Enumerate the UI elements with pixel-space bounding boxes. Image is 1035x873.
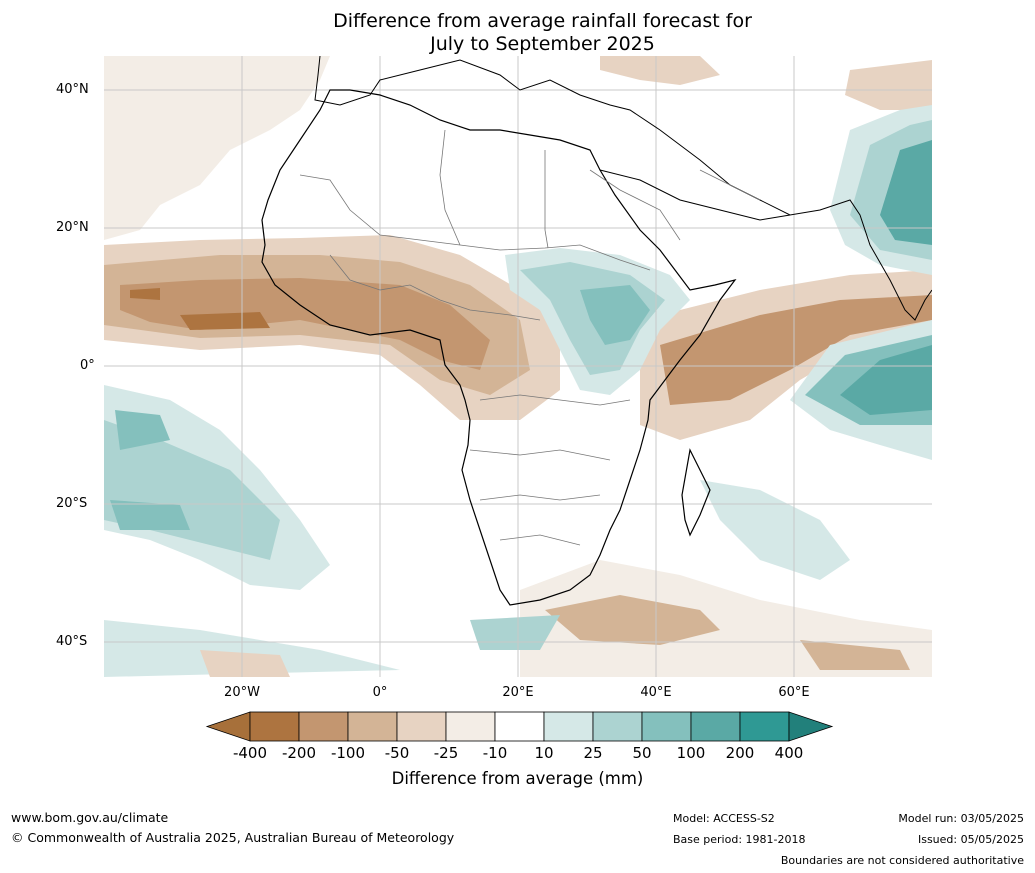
lon-label-20w: 20°W	[224, 685, 260, 700]
footer-issued: Issued: 05/05/2025	[917, 833, 1024, 846]
footer-copyright: © Commonwealth of Australia 2025, Austra…	[11, 830, 455, 845]
colorbar-bin	[298, 711, 349, 742]
anomaly-dry-faint-mediterranean	[600, 56, 720, 85]
eurasia-coastline	[314, 56, 932, 321]
anomaly-dry-sahel-core	[120, 278, 490, 370]
anomaly-dry-east-africa-core	[660, 295, 932, 405]
africa-coastline	[261, 89, 737, 606]
colorbar-bin	[347, 711, 398, 742]
footer-model: Model: ACCESS-S2	[673, 812, 775, 825]
anomaly-wet-east-africa-core	[580, 285, 650, 345]
colorbar-extend-low	[205, 711, 251, 742]
colorbar-tick-label: 100	[676, 744, 706, 762]
colorbar-extend-high	[788, 711, 834, 742]
anomaly-dry-faint-north-atlantic	[104, 56, 330, 240]
colorbar-bin	[494, 711, 545, 742]
colorbar-bin	[690, 711, 741, 742]
anomaly-wet-southwest	[104, 620, 400, 677]
colorbar-tick-label: -10	[482, 744, 508, 762]
lat-label-40n: 40°N	[56, 82, 89, 97]
anomaly-wet-south-africa-coast	[470, 615, 560, 650]
title-line-1: Difference from average rainfall forecas…	[333, 10, 752, 32]
colorbar-bin	[445, 711, 496, 742]
colorbar-tick-label: -100	[330, 744, 366, 762]
colorbar-tick-label: 50	[632, 744, 652, 762]
lat-label-40s: 40°S	[56, 634, 88, 649]
anomaly-wet-india-core	[880, 140, 932, 245]
lon-label-40e: 40°E	[640, 685, 672, 700]
colorbar-bin	[592, 711, 643, 742]
colorbar-bin	[641, 711, 692, 742]
colorbar-bin	[543, 711, 594, 742]
lon-label-20e: 20°E	[502, 685, 534, 700]
anomaly-dry-sahel-peak	[130, 288, 270, 330]
colorbar	[205, 711, 834, 742]
anomaly-wet-south-atlantic-core	[110, 410, 190, 530]
lon-label-60e: 60°E	[778, 685, 810, 700]
colorbar-tick-label: 25	[583, 744, 603, 762]
anomaly-wet-south-indian-ocean	[700, 480, 850, 580]
footer-model-run: Model run: 03/05/2025	[898, 812, 1024, 825]
title-line-2: July to September 2025	[430, 33, 655, 55]
lat-label-20s: 20°S	[56, 496, 88, 511]
map-title: Difference from average rainfall forecas…	[0, 10, 1035, 56]
footer-disclaimer: Boundaries are not considered authoritat…	[780, 854, 1024, 867]
footer-url: www.bom.gov.au/climate	[11, 810, 169, 825]
lat-label-20n: 20°N	[56, 220, 89, 235]
anomaly-dry-southern-ocean-core	[545, 595, 910, 670]
colorbar-tick-label: -400	[232, 744, 268, 762]
lon-label-0: 0°	[372, 685, 388, 700]
anomaly-wet-indian-ocean-core	[840, 345, 932, 415]
colorbar-tick-label: -200	[281, 744, 317, 762]
anomaly-dry-faint-middle-east	[845, 60, 932, 110]
colorbar-tick-label: -50	[384, 744, 410, 762]
colorbar-bin	[739, 711, 790, 742]
colorbar-title: Difference from average (mm)	[391, 769, 644, 788]
colorbar-tick-label: 400	[774, 744, 804, 762]
footer-base-period: Base period: 1981-2018	[673, 833, 806, 846]
country-borders	[299, 129, 761, 546]
colorbar-bin	[249, 711, 300, 742]
colorbar-tick-label: -25	[433, 744, 459, 762]
graticule	[104, 56, 932, 677]
colorbar-bin	[396, 711, 447, 742]
colorbar-tick-label: 10	[534, 744, 554, 762]
lat-label-equator: 0°	[80, 358, 95, 373]
map-area	[104, 56, 932, 677]
anomaly-dry-southwest	[200, 650, 290, 677]
colorbar-tick-label: 200	[725, 744, 755, 762]
